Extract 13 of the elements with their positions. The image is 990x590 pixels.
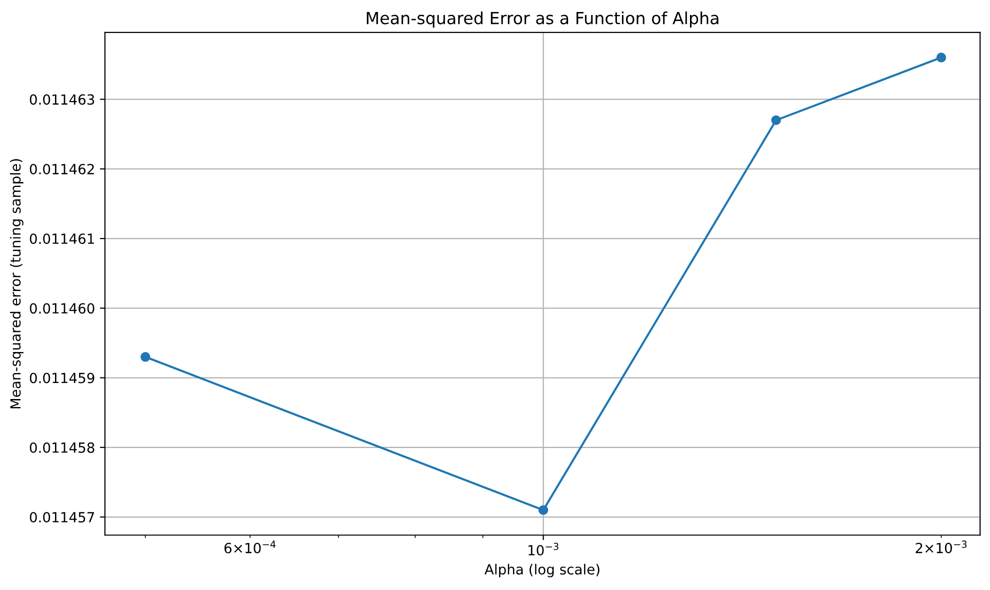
y-tick-label: 0.011460	[30, 303, 94, 314]
y-tick-label: 0.011457	[30, 512, 94, 522]
y-tick-label: 0.011463	[30, 94, 94, 105]
y-axis-title: Mean-squared error (tuning sample)	[10, 159, 24, 408]
chart-title: Mean-squared Error as a Function of Alpha	[366, 11, 718, 28]
x-tick-label: 2×10$^{−3}$	[916, 540, 967, 554]
x-tick-label: 6×10$^{−4}$	[224, 540, 276, 554]
y-tick-label: 0.011458	[30, 442, 94, 453]
y-tick-label: 0.011462	[30, 164, 94, 174]
y-tick-label: 0.011459	[30, 372, 94, 384]
y-tick-label: 0.011461	[30, 234, 94, 244]
x-axis-title: Alpha (log scale)	[484, 564, 600, 578]
x-tick-label: 10$^{−3}$	[528, 542, 558, 556]
